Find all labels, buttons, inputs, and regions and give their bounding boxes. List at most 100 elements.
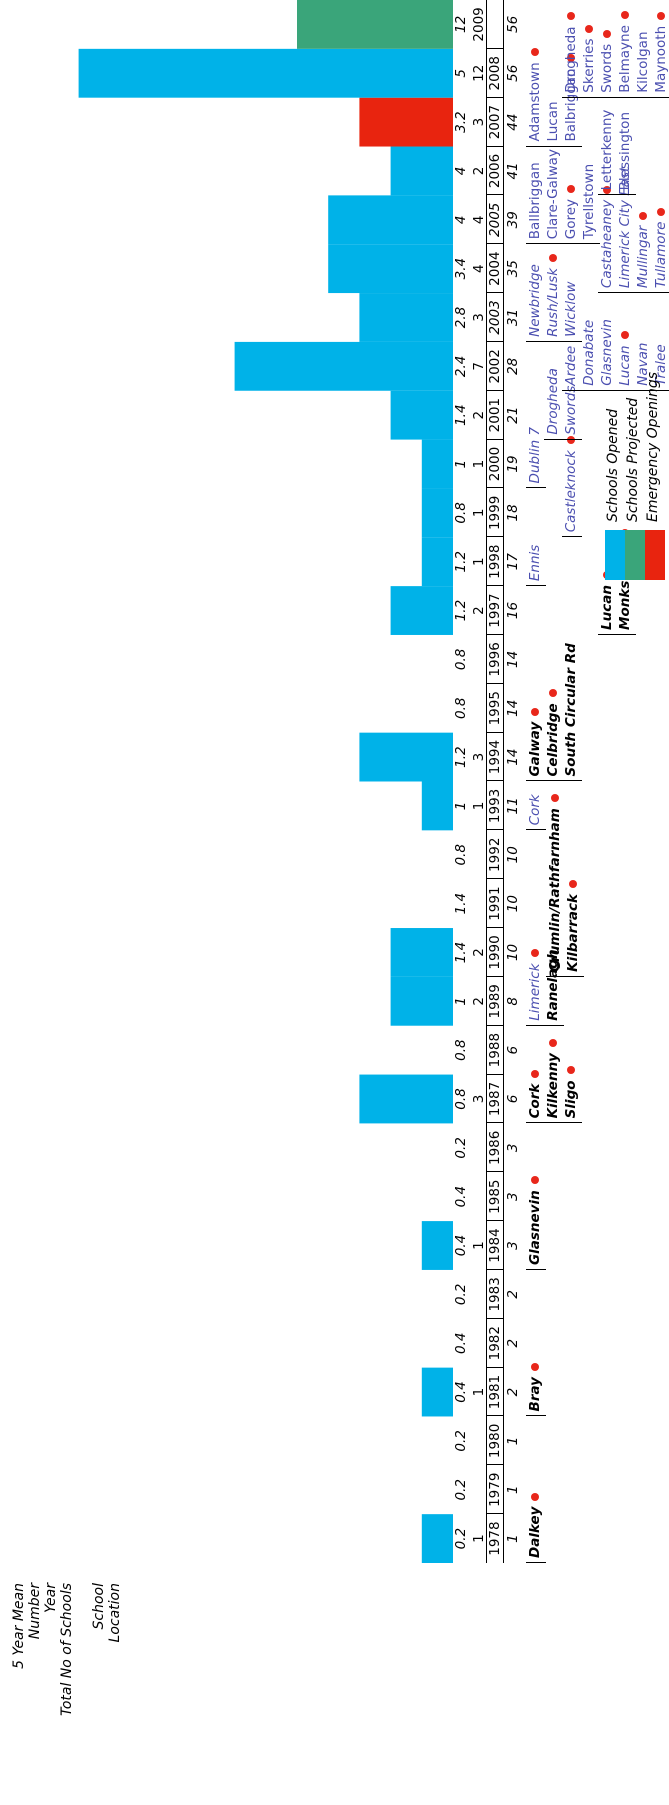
opening-dot-icon: [531, 1069, 539, 1078]
year-cell-1979: 1979: [487, 1472, 503, 1507]
year-cell-2001: 2001: [487, 398, 503, 433]
column-divider: [486, 682, 503, 684]
school-location: Kilcolgan: [635, 31, 651, 93]
year-cell-1988: 1988: [487, 1032, 503, 1068]
mean-cell-1983: 0.2: [453, 1283, 469, 1306]
column-divider: [486, 243, 503, 245]
school-location: Mullingar: [635, 225, 651, 289]
year-cell-2007: 2007: [487, 104, 503, 140]
school-location: Castleknock: [563, 450, 579, 533]
legend-label: Emergency Openings: [645, 372, 661, 522]
bar-schools-opened-1998: [421, 537, 453, 587]
mean-cell-1980: 0.2: [453, 1430, 469, 1452]
school-location: Lucan: [599, 585, 615, 630]
mean-cell-2006: 4: [453, 166, 469, 176]
year-cell-1985: 1985: [487, 1179, 503, 1214]
bar-schools-opened-2001: [390, 390, 454, 440]
opening-dot-icon: [585, 24, 593, 33]
school-location: Dublin 7: [527, 426, 543, 484]
mean-cell-1986: 0.2: [453, 1137, 469, 1159]
column-divider: [486, 878, 503, 880]
school-group-line: [546, 975, 584, 977]
column-divider: [486, 829, 503, 831]
total-cell-1995: 14: [505, 699, 521, 717]
school-group-line: [562, 96, 669, 98]
year-cell-1990: 1990: [487, 935, 503, 970]
number-cell-1997: 2: [471, 606, 487, 615]
total-cell-2005: 39: [505, 211, 521, 229]
school-group-line: [562, 536, 582, 538]
row-divider: [503, 0, 504, 1563]
opening-dot-icon: [639, 211, 647, 220]
opening-dot-icon: [657, 207, 665, 216]
opening-dot-icon: [567, 1066, 575, 1075]
school-group-line: [526, 487, 546, 489]
year-cell-2002: 2002: [487, 349, 503, 384]
column-divider: [486, 1513, 503, 1515]
mean-cell-1994: 1.2: [453, 746, 469, 768]
year-cell-1989: 1989: [487, 984, 503, 1019]
opening-dot-icon: [569, 879, 577, 888]
school-location: Newbridge: [527, 264, 543, 337]
year-cell-1999: 1999: [487, 495, 503, 531]
mean-cell-1988: 0.8: [453, 1039, 469, 1061]
legend-swatch: [645, 530, 665, 580]
number-cell-2001: 2: [471, 410, 487, 420]
mean-cell-1999: 0.8: [453, 502, 469, 524]
year-cell-1996: 1996: [487, 642, 503, 677]
mean-cell-2007: 3.2: [453, 111, 469, 133]
row-label-location: Location: [107, 1583, 123, 1643]
column-divider: [486, 536, 503, 538]
opening-dot-icon: [549, 689, 557, 698]
row-label-school: School: [91, 1583, 107, 1630]
bar-schools-opened-2000: [421, 439, 453, 489]
total-cell-1984: 3: [505, 1241, 521, 1250]
school-group-line: [526, 1122, 582, 1124]
column-divider: [486, 1171, 503, 1173]
number-cell-1981: 1: [471, 1387, 487, 1397]
number-cell-1984: 1: [471, 1241, 487, 1250]
row-label-year: Year: [43, 1583, 59, 1613]
column-divider: [486, 47, 503, 49]
number-cell-2002: 7: [471, 362, 487, 371]
number-cell-2008: 12: [471, 64, 487, 82]
bar-schools-opened-2006: [390, 146, 454, 196]
column-divider: [486, 780, 503, 782]
school-location: Belmayne: [617, 25, 633, 93]
school-location: Swords: [563, 385, 579, 435]
opening-dot-icon: [621, 331, 629, 340]
school-location: Gorey: [563, 198, 579, 240]
total-cell-1986: 3: [505, 1143, 521, 1153]
legend-label: Schools Projected: [625, 397, 641, 522]
school-location: Drogheda: [545, 368, 561, 435]
mean-cell-2003: 2.8: [453, 306, 469, 329]
year-cell-1983: 1983: [487, 1277, 503, 1312]
school-location: Ennis: [527, 544, 543, 582]
number-cell-1989: 2: [471, 997, 487, 1006]
mean-cell-1985: 0.4: [453, 1185, 469, 1208]
number-cell-1990: 2: [471, 948, 487, 957]
school-location: Maynooth: [653, 25, 669, 93]
total-cell-2003: 31: [505, 308, 521, 327]
mean-cell-2005: 4: [453, 215, 469, 225]
opening-dot-icon: [551, 794, 559, 803]
school-group-line: [526, 1268, 546, 1270]
school-location: Galway: [527, 721, 543, 777]
school-location: Clare-Galway: [545, 149, 561, 240]
total-cell-1983: 2: [505, 1290, 521, 1299]
total-cell-1981: 2: [505, 1387, 521, 1397]
opening-dot-icon: [567, 12, 575, 21]
school-location: Letterkenny: [599, 109, 615, 191]
school-location: Castaheaney: [599, 199, 615, 289]
year-cell-1987: 1987: [487, 1081, 503, 1117]
school-group-line: [526, 1415, 546, 1417]
year-cell-2004: 2004: [487, 251, 503, 286]
column-divider: [486, 1268, 503, 1270]
school-location: Adamstown: [527, 62, 543, 142]
total-cell-1999: 18: [505, 504, 521, 522]
total-cell-2009: 56: [505, 15, 521, 34]
school-group-line: [544, 438, 582, 440]
school-location: Cork: [527, 1083, 543, 1119]
total-cell-1987: 6: [505, 1094, 521, 1104]
mean-cell-2001: 1.4: [453, 404, 469, 426]
